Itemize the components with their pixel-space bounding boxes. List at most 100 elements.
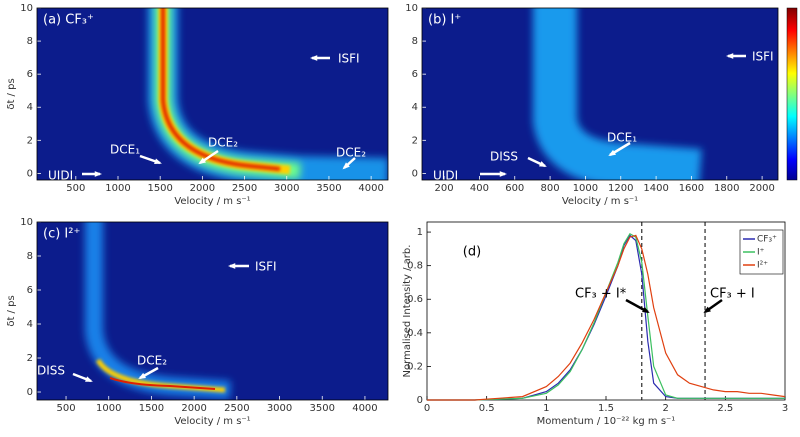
heatmap-a (37, 8, 388, 180)
annotation-arrowhead (499, 171, 507, 177)
y-axis-label: δt / ps (6, 78, 17, 109)
y-tick-label: 2 (412, 135, 418, 146)
x-tick-label: 2 (662, 403, 668, 414)
x-tick-label: 3500 (316, 183, 341, 194)
y-tick-label: 4 (27, 102, 33, 113)
y-tick-label: 4 (27, 319, 33, 330)
y-tick-label: 0.8 (407, 261, 423, 272)
x-tick-label: 2000 (749, 183, 774, 194)
annotation: DCE₁ (110, 143, 140, 157)
x-axis-label: Velocity / m s⁻¹ (174, 416, 250, 427)
y-tick-label: 0 (417, 395, 423, 406)
annotation: ISFI (752, 50, 774, 64)
y-tick-label: 0 (412, 168, 418, 179)
x-tick-label: 1600 (679, 183, 704, 194)
y-tick-label: 10 (405, 3, 418, 14)
panel-title: (a) CF₃⁺ (43, 13, 94, 28)
annotation-arrowhead (198, 157, 206, 165)
x-tick-label: 4000 (358, 183, 383, 194)
x-tick-label: 3000 (274, 183, 299, 194)
x-tick-label: 0.5 (479, 403, 495, 414)
x-tick-label: 3000 (267, 403, 292, 414)
y-tick-label: 1 (417, 227, 423, 238)
y-tick-label: 8 (412, 36, 418, 47)
x-tick-label: 0 (424, 403, 430, 414)
annotation-arrowhead (726, 53, 734, 59)
y-tick-label: 0.2 (407, 361, 423, 372)
x-tick-label: 3 (782, 403, 788, 414)
annotation: CF₃ + I* (575, 287, 627, 302)
annotation: DCE₂ (208, 136, 238, 150)
x-axis-label: Momentum / 10⁻²² kg m s⁻¹ (537, 416, 676, 427)
annotation-arrowhead (342, 162, 350, 170)
y-tick-label: 6 (27, 69, 33, 80)
annotation-arrowhead (310, 55, 318, 61)
annotation: DCE₁ (607, 131, 637, 145)
x-tick-label: 1000 (573, 183, 598, 194)
plot-frame (36, 221, 389, 401)
x-tick-label: 4000 (352, 403, 377, 414)
x-tick-label: 1.5 (598, 403, 614, 414)
x-axis-label: Velocity / m s⁻¹ (562, 196, 638, 207)
x-tick-label: 800 (541, 183, 560, 194)
x-tick-label: 400 (470, 183, 489, 194)
x-tick-label: 3500 (310, 403, 335, 414)
x-tick-label: 1800 (714, 183, 739, 194)
annotation-arrowhead (539, 161, 547, 167)
y-tick-label: 8 (27, 36, 33, 47)
x-tick-label: 200 (435, 183, 454, 194)
annotation-arrowhead (608, 149, 616, 157)
x-tick-label: 1 (543, 403, 549, 414)
annotation: DISS (37, 364, 65, 378)
plot-frame (36, 7, 389, 181)
colorbar (786, 7, 798, 181)
x-tick-label: 2.5 (717, 403, 733, 414)
annotation: ISFI (255, 260, 277, 274)
x-tick-label: 1500 (139, 403, 164, 414)
x-tick-label: 2500 (232, 183, 257, 194)
y-tick-label: 10 (20, 3, 33, 14)
annotation: CF₃ + I (710, 287, 755, 302)
plot-frame (421, 7, 779, 181)
y-tick-label: 2 (27, 135, 33, 146)
y-tick-label: 4 (412, 102, 418, 113)
y-axis-label: Normalised Intensity / arb. (402, 245, 413, 378)
annotation: DCE₂ (336, 146, 366, 160)
y-tick-label: 8 (27, 251, 33, 262)
plot-frame (426, 221, 786, 401)
annotation-arrowhead (85, 376, 93, 382)
y-tick-label: 6 (27, 285, 33, 296)
y-tick-label: 10 (20, 217, 33, 228)
panel-title: (d) (463, 245, 481, 260)
legend-label: I⁺ (757, 248, 765, 258)
annotation: UIDI (433, 169, 458, 183)
y-tick-label: 0 (27, 168, 33, 179)
annotation-arrowhead (642, 306, 650, 313)
x-tick-label: 1500 (147, 183, 172, 194)
heatmap-b (422, 8, 778, 180)
x-tick-label: 600 (505, 183, 524, 194)
plot-d-bg (427, 222, 785, 400)
x-tick-label: 500 (66, 183, 85, 194)
x-tick-label: 1000 (96, 403, 121, 414)
y-tick-label: 0.6 (407, 294, 423, 305)
x-tick-label: 1200 (608, 183, 633, 194)
panel-title: (c) I²⁺ (43, 227, 80, 242)
y-axis-label: δt / ps (6, 295, 17, 326)
y-tick-label: 0.4 (407, 328, 423, 339)
x-tick-label: 500 (56, 403, 75, 414)
annotation: UIDI (48, 169, 73, 183)
heatmap-c (37, 222, 388, 400)
x-tick-label: 2000 (190, 183, 215, 194)
y-tick-label: 0 (27, 387, 33, 398)
legend-label: I²⁺ (757, 261, 768, 271)
annotation: DISS (490, 150, 518, 164)
annotation-arrowhead (703, 306, 711, 314)
y-tick-label: 2 (27, 353, 33, 364)
x-tick-label: 2000 (181, 403, 206, 414)
annotation-arrowhead (138, 372, 146, 379)
panel-title: (b) I⁺ (428, 13, 461, 28)
x-tick-label: 1000 (105, 183, 130, 194)
annotation: DCE₂ (137, 354, 167, 368)
